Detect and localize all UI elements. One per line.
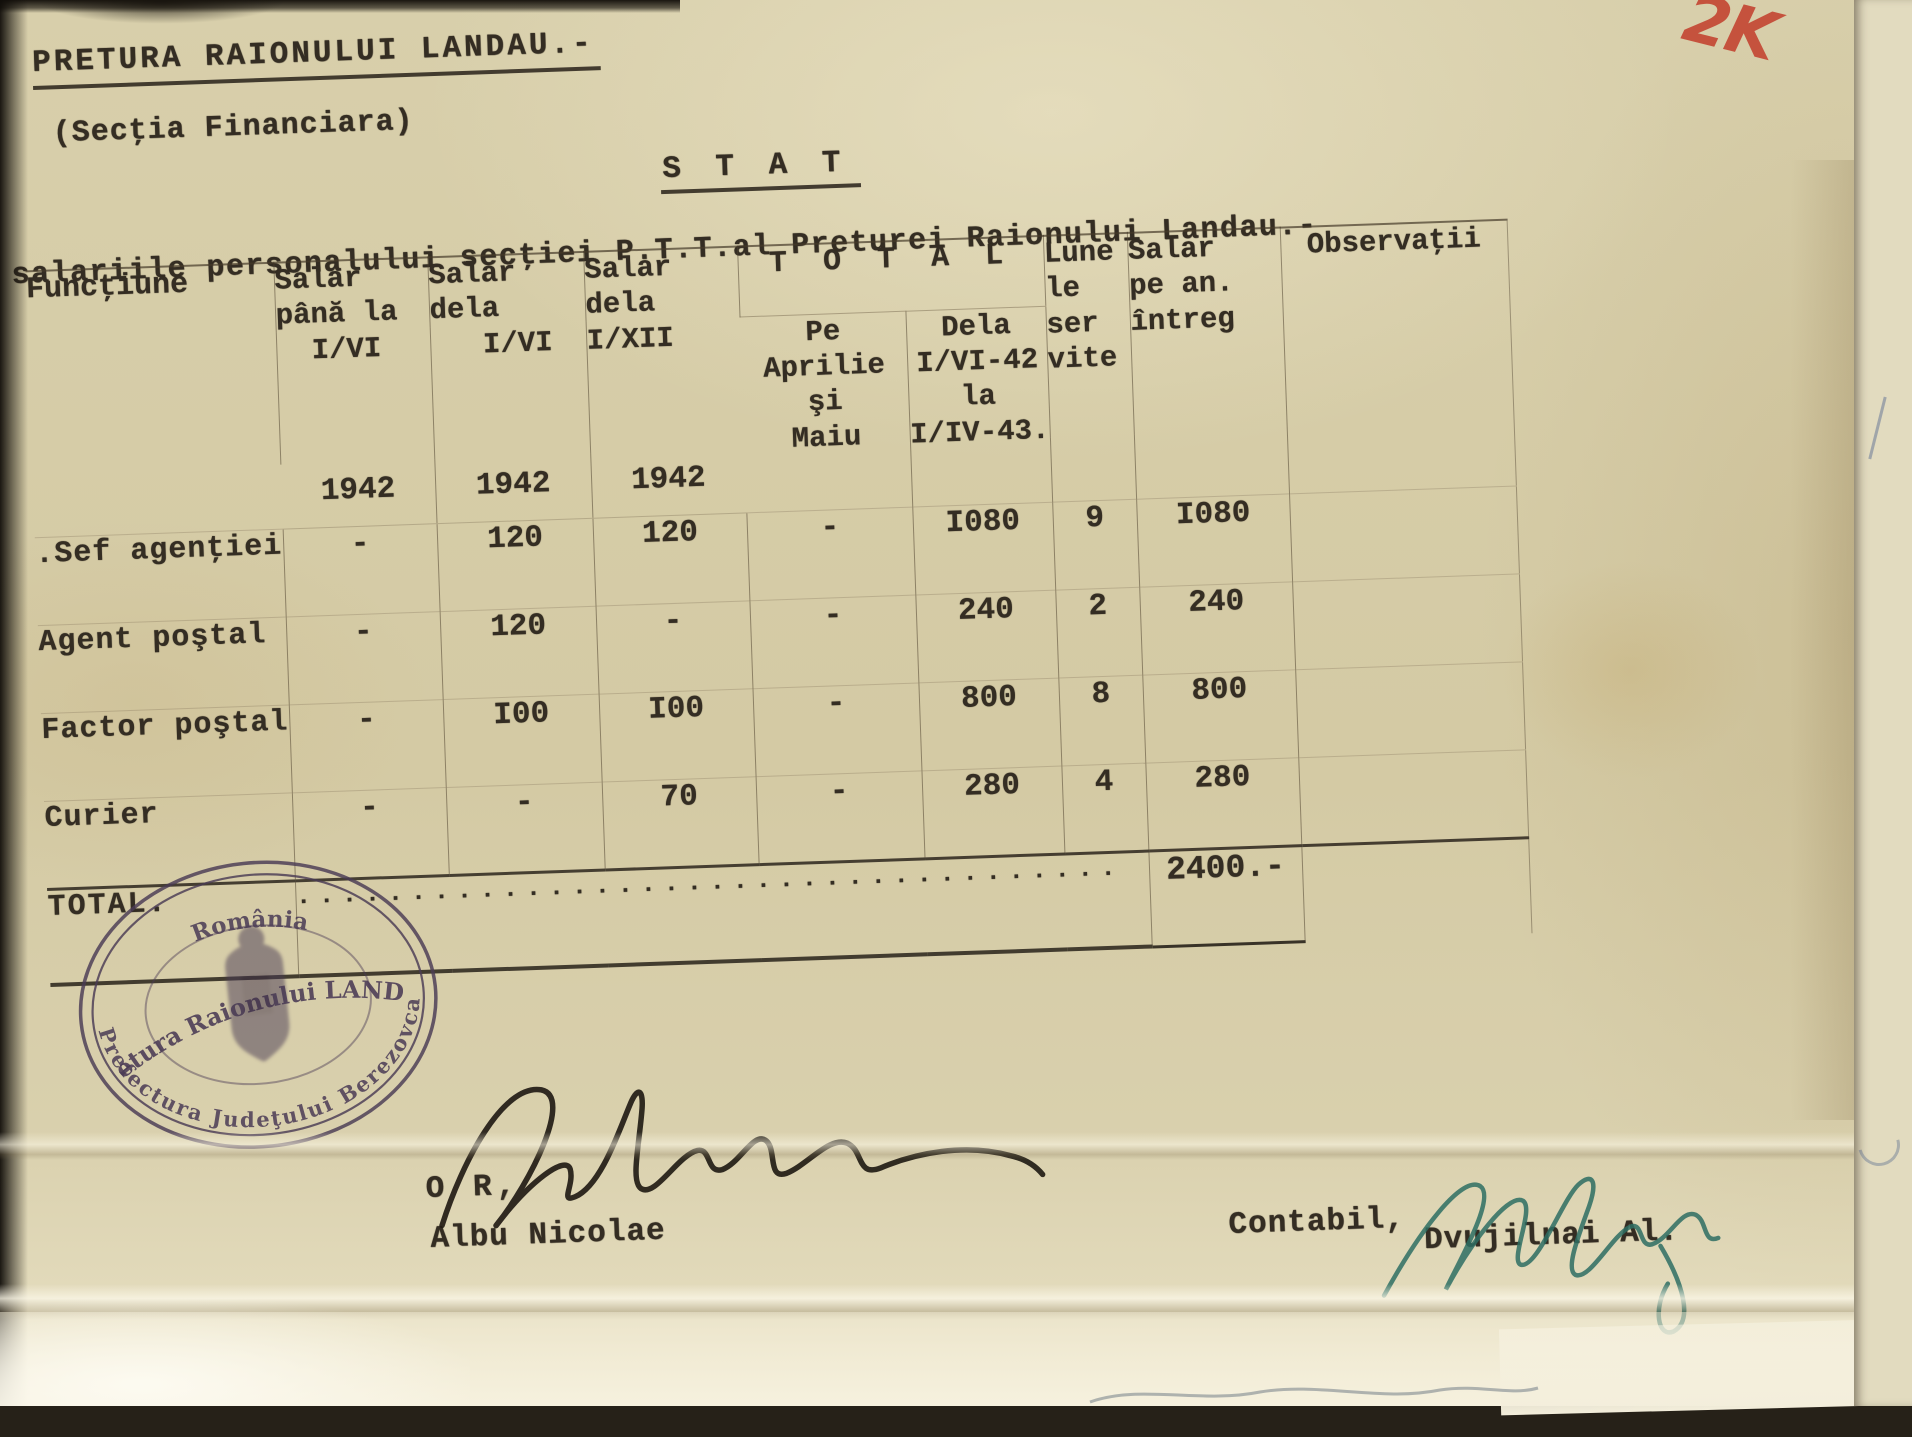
cell: 8: [1058, 675, 1145, 766]
header-salar-pana: Salar până la I/VI: [273, 257, 434, 464]
header-year-2: 1942: [434, 454, 592, 523]
header-total-group: T O T A L: [737, 236, 1045, 317]
cell: -: [752, 682, 921, 776]
scan-edge-left: [0, 0, 28, 1406]
cell: 2: [1055, 587, 1142, 678]
page-title: S T A T: [660, 145, 862, 194]
cell: -: [749, 595, 918, 689]
scan-edge-top-smudge: [36, 0, 286, 24]
paper-stain: [1500, 560, 1760, 780]
table-header: Funcţiune Salar până la I/VI Salar dela …: [25, 220, 1515, 538]
cell: -: [746, 507, 915, 601]
row-functiune: .Sef agenţiei: [35, 529, 286, 626]
cell-observatii: [1292, 573, 1522, 669]
cell: I00: [599, 688, 756, 781]
cell: 9: [1052, 499, 1139, 590]
cell-observatii: [1295, 661, 1525, 757]
cell: -: [596, 600, 753, 693]
cell: -: [756, 770, 925, 864]
header-salar-an: Salar pe an. întreg: [1127, 228, 1289, 499]
cell: 800: [1142, 669, 1298, 762]
header-total-aprilie: Pe Aprilie şi Maiu: [739, 311, 912, 513]
cell: 240: [915, 590, 1058, 683]
cell: I080: [912, 502, 1055, 595]
adjacent-page-edge: [1854, 0, 1912, 1406]
header-observatii: Observaţii: [1280, 220, 1516, 494]
cell-observatii: [1301, 837, 1531, 941]
stamp-coat-of-arms: [221, 923, 293, 1064]
cell: -: [283, 523, 440, 616]
paper-corner-highlight: [0, 1298, 470, 1406]
row-functiune: Factor poştal: [41, 704, 292, 801]
cell: 120: [440, 606, 599, 699]
cell: 280: [921, 766, 1064, 859]
header-year-1: 1942: [280, 459, 436, 528]
header-total-dela: Dela I/VI-42 la I/IV-43.: [905, 306, 1052, 507]
cell: 120: [592, 512, 749, 605]
cell: 240: [1139, 581, 1295, 674]
header-functiune: Funcţiune: [25, 263, 282, 537]
cell-observatii: [1289, 485, 1519, 581]
paper-fold-shadow: [1790, 160, 1860, 1120]
underlying-page-corner: [1499, 1319, 1912, 1416]
paper-crease: [0, 1132, 1912, 1160]
cell: -: [289, 699, 446, 792]
org-name: PRETURA RAIONULUI LANDAU.-: [32, 26, 601, 90]
cell: 70: [602, 776, 759, 869]
cell-observatii: [1298, 749, 1528, 845]
document-page: PRETURA RAIONULUI LANDAU.- (Secţia Finan…: [0, 0, 1912, 1406]
total-value: 2400.-: [1148, 845, 1304, 946]
cell: -: [446, 782, 605, 875]
red-pencil-mark: 2K: [1676, 0, 1783, 76]
header-luni-servite: Lune le ser vite: [1043, 233, 1136, 502]
cell: 120: [437, 518, 596, 611]
org-department: (Secţia Financiara): [52, 105, 414, 152]
header-year-3: 1942: [590, 448, 746, 517]
cell: 280: [1145, 757, 1301, 850]
cell: I080: [1136, 493, 1292, 586]
cell: -: [286, 611, 443, 704]
header-salar-dela-xii: Salar dela I/XII: [583, 247, 744, 454]
cell: 800: [918, 678, 1061, 771]
header-salar-dela-vi: Salar dela I/VI: [427, 252, 590, 459]
row-functiune: Agent poştal: [38, 617, 289, 714]
cell: I00: [443, 694, 602, 787]
cutoff-handwriting: [1080, 1376, 1550, 1406]
official-stamp: România Prefectura Judeţului Berezovca P…: [54, 836, 463, 1174]
cell: 4: [1061, 763, 1148, 854]
